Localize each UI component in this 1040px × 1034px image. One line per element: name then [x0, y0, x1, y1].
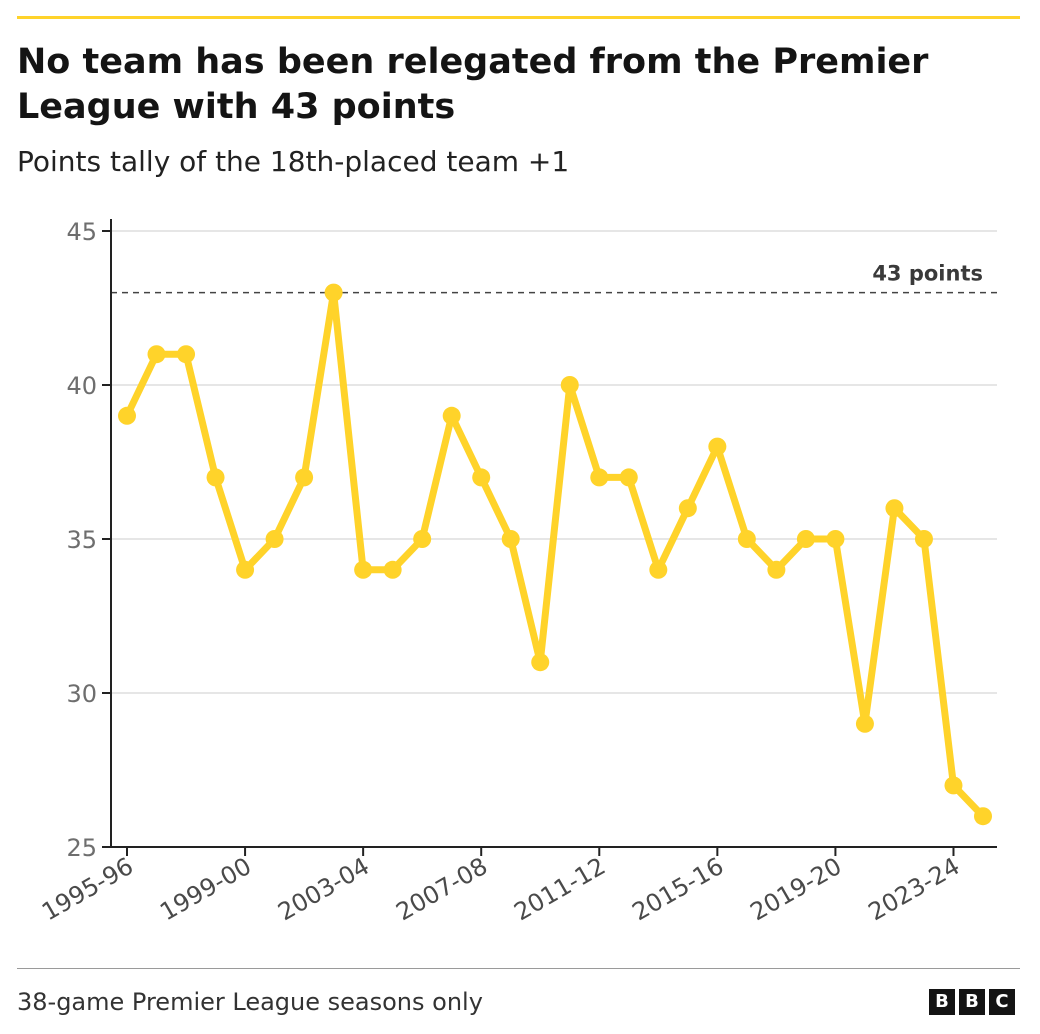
series-line	[123, 289, 987, 820]
series-group	[118, 283, 992, 826]
y-tick-label: 30	[66, 680, 97, 708]
bbc-logo: B B C	[929, 989, 1015, 1015]
data-point	[118, 406, 136, 425]
data-point	[501, 530, 520, 548]
data-point	[177, 345, 196, 364]
data-point	[619, 468, 638, 487]
data-point	[383, 560, 402, 579]
y-tick-label: 25	[66, 834, 97, 862]
data-point	[796, 530, 815, 548]
data-point	[354, 560, 373, 579]
grid-lines	[111, 230, 997, 694]
data-point	[147, 345, 166, 364]
data-point	[708, 437, 727, 456]
top-accent-rule	[17, 16, 1020, 19]
data-point	[885, 499, 904, 518]
data-point	[531, 653, 550, 672]
x-tick-label: 2003-04	[273, 852, 374, 926]
logo-letter: B	[959, 989, 985, 1015]
logo-letter: C	[989, 989, 1015, 1015]
data-point	[560, 376, 579, 394]
reference-line-label: 43 points	[872, 262, 983, 286]
chart-subtitle: Points tally of the 18th-placed team +1	[17, 145, 570, 178]
y-tick-label: 40	[66, 372, 97, 400]
data-point	[826, 530, 845, 548]
data-point	[590, 468, 609, 487]
x-tick-label: 2019-20	[746, 852, 847, 926]
x-tick-label: 2007-08	[391, 852, 492, 926]
data-point	[944, 776, 963, 795]
data-point	[914, 530, 933, 548]
x-tick-label: 1995-96	[37, 852, 138, 926]
data-point	[324, 283, 343, 302]
x-tick-label: 2023-24	[864, 852, 965, 926]
x-tick-label: 1999-00	[155, 852, 256, 926]
x-tick-label: 2011-12	[509, 852, 610, 926]
logo-letter: B	[929, 989, 955, 1015]
data-point	[649, 560, 668, 579]
axes	[102, 219, 997, 856]
data-point	[295, 468, 314, 487]
y-tick-label: 35	[66, 526, 97, 554]
data-point	[678, 499, 697, 518]
data-point	[265, 530, 284, 548]
data-point	[472, 468, 491, 487]
data-point	[236, 560, 255, 579]
chart-title: No team has been relegated from the Prem…	[17, 42, 929, 127]
footer-rule	[17, 968, 1020, 969]
x-tick-label: 2015-16	[627, 852, 728, 926]
footnote: 38-game Premier League seasons only	[17, 988, 483, 1016]
reference-line-group: 43 points	[111, 262, 997, 294]
line-chart: 43 points 25 30 35 40 45 1995-96 1999-00 2003-0…	[37, 218, 997, 926]
data-point	[413, 530, 432, 548]
data-point	[974, 807, 992, 826]
y-tick-label: 45	[66, 218, 97, 246]
data-point	[442, 406, 461, 425]
data-point	[855, 714, 874, 733]
data-point	[737, 530, 756, 548]
data-point	[206, 468, 225, 487]
data-point	[767, 560, 786, 579]
